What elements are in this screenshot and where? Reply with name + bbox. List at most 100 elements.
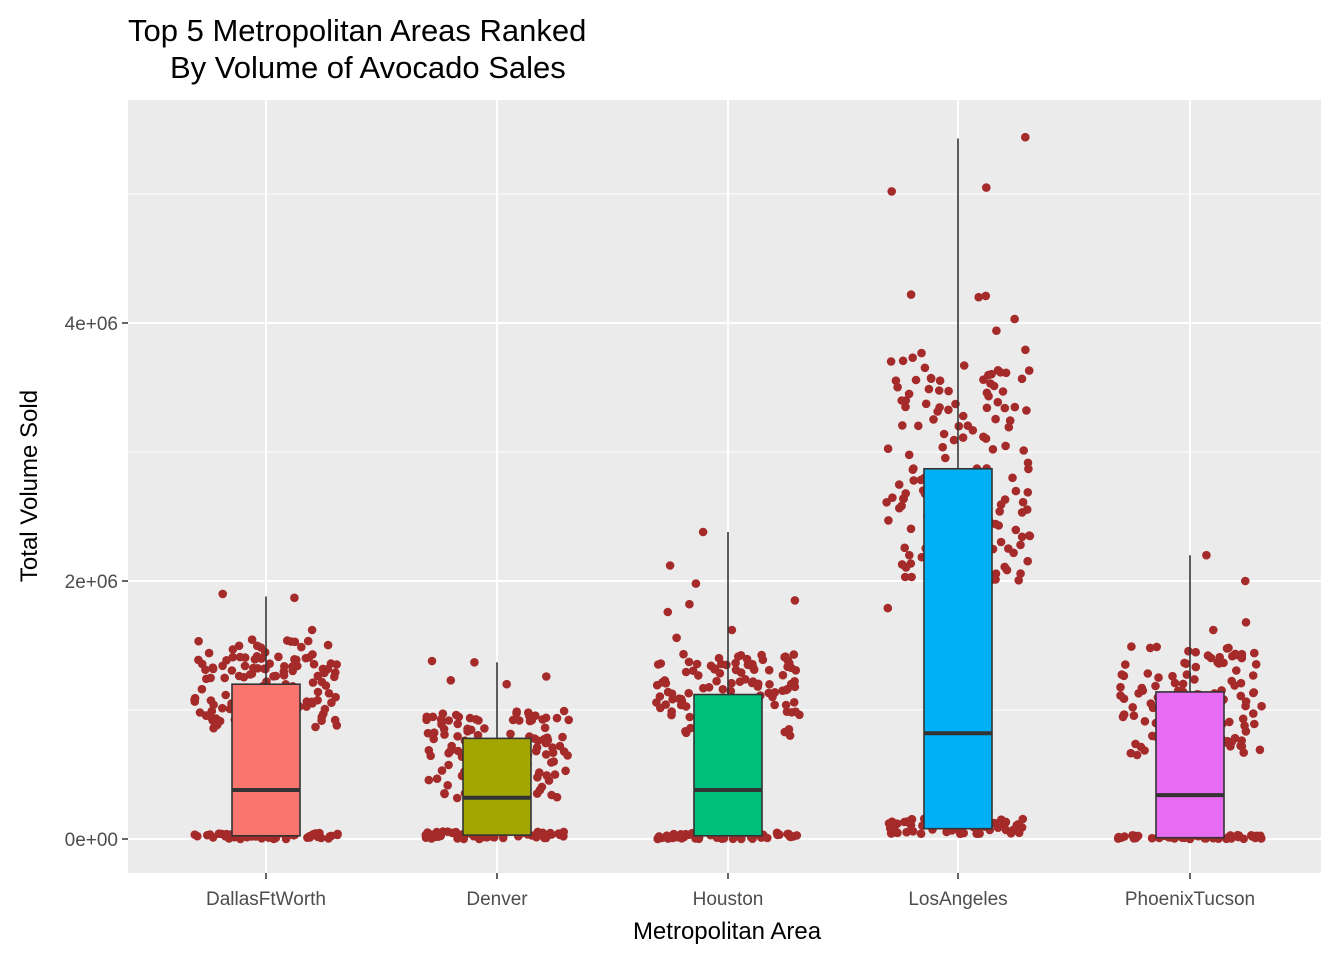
jitter-point bbox=[221, 690, 230, 700]
jitter-point bbox=[789, 650, 799, 659]
jitter-point bbox=[436, 831, 446, 841]
jitter-point bbox=[1116, 691, 1125, 700]
jitter-point bbox=[1257, 701, 1266, 711]
jitter-point bbox=[1009, 548, 1018, 558]
jitter-point bbox=[1011, 486, 1021, 496]
jitter-point bbox=[979, 432, 988, 442]
jitter-point bbox=[1233, 830, 1242, 840]
jitter-point bbox=[884, 516, 893, 525]
jitter-point bbox=[1241, 727, 1251, 736]
jitter-point bbox=[204, 648, 214, 658]
jitter-point bbox=[252, 641, 262, 651]
jitter-point bbox=[1231, 649, 1240, 659]
jitter-point bbox=[547, 790, 556, 800]
jitter-point bbox=[900, 543, 909, 553]
jitter-point bbox=[444, 716, 454, 725]
chart-title-line-2: By Volume of Avocado Sales bbox=[170, 50, 566, 85]
jitter-point bbox=[921, 399, 931, 409]
jitter-point bbox=[290, 593, 299, 603]
jitter-point bbox=[667, 710, 676, 720]
jitter-point bbox=[1148, 703, 1158, 713]
jitter-point bbox=[1168, 671, 1177, 681]
jitter-point bbox=[206, 696, 216, 705]
jitter-point bbox=[1147, 833, 1157, 843]
jitter-point bbox=[898, 356, 908, 366]
jitter-point bbox=[906, 290, 916, 299]
jitter-point bbox=[778, 670, 788, 680]
jitter-point bbox=[473, 730, 483, 740]
jitter-point bbox=[323, 664, 333, 674]
jitter-point bbox=[561, 766, 570, 776]
jitter-point bbox=[907, 572, 916, 582]
jitter-point bbox=[541, 713, 551, 723]
jitter-point bbox=[941, 453, 950, 463]
jitter-point bbox=[790, 677, 799, 686]
jitter-point bbox=[440, 730, 449, 739]
jitter-point bbox=[540, 723, 550, 733]
jitter-point bbox=[768, 692, 777, 702]
jitter-point bbox=[1250, 648, 1259, 658]
jitter-point bbox=[1129, 711, 1139, 720]
jitter-point bbox=[530, 734, 539, 743]
y-tick-label: 0e+00 bbox=[65, 830, 118, 851]
jitter-point bbox=[1131, 833, 1141, 843]
jitter-point bbox=[674, 694, 684, 703]
jitter-point bbox=[944, 386, 953, 396]
jitter-point bbox=[424, 775, 434, 785]
jitter-point bbox=[197, 684, 207, 694]
jitter-point bbox=[206, 673, 215, 683]
jitter-point bbox=[1116, 682, 1125, 692]
jitter-point bbox=[770, 700, 779, 710]
jitter-point bbox=[1010, 402, 1020, 412]
jitter-point bbox=[317, 716, 326, 725]
jitter-point bbox=[663, 687, 673, 697]
jitter-point bbox=[558, 732, 567, 742]
jitter-point bbox=[236, 834, 245, 844]
x-tick-label: DallasFtWorth bbox=[206, 889, 326, 910]
jitter-point bbox=[234, 641, 244, 651]
jitter-point bbox=[446, 746, 455, 756]
jitter-point bbox=[959, 361, 969, 370]
jitter-point bbox=[307, 625, 317, 635]
jitter-point bbox=[718, 685, 728, 694]
x-tick-label: PhoenixTucson bbox=[1125, 889, 1255, 910]
jitter-point bbox=[882, 498, 891, 507]
jitter-point bbox=[998, 387, 1008, 396]
jitter-point bbox=[741, 675, 750, 684]
jitter-point bbox=[208, 833, 218, 842]
box-DallasFtWorth bbox=[231, 683, 301, 837]
jitter-point bbox=[890, 824, 899, 833]
jitter-point bbox=[785, 731, 795, 740]
jitter-point bbox=[1250, 719, 1259, 729]
jitter-point bbox=[234, 671, 244, 681]
x-tick-label: Denver bbox=[466, 889, 528, 910]
box-LosAngeles bbox=[923, 467, 993, 830]
jitter-point bbox=[1230, 681, 1239, 690]
jitter-point bbox=[938, 442, 947, 452]
jitter-point bbox=[917, 348, 926, 358]
jitter-point bbox=[1170, 678, 1180, 688]
jitter-point bbox=[190, 830, 200, 839]
jitter-point bbox=[1247, 832, 1257, 841]
jitter-point bbox=[1008, 473, 1017, 483]
jitter-point bbox=[898, 421, 907, 430]
jitter-point bbox=[1022, 406, 1031, 415]
jitter-point bbox=[524, 708, 533, 717]
jitter-point bbox=[887, 817, 897, 826]
jitter-point bbox=[1222, 644, 1232, 653]
jitter-point bbox=[228, 645, 238, 654]
jitter-point bbox=[1017, 374, 1027, 384]
y-axis-title: Total Volume Sold bbox=[16, 390, 43, 582]
jitter-point bbox=[1025, 531, 1034, 540]
jitter-point bbox=[894, 480, 904, 489]
jitter-point bbox=[704, 683, 714, 692]
jitter-point bbox=[1117, 670, 1127, 679]
jitter-point bbox=[712, 676, 721, 686]
jitter-point bbox=[424, 830, 434, 839]
jitter-point bbox=[552, 713, 562, 723]
jitter-point bbox=[542, 672, 551, 681]
jitter-point bbox=[692, 659, 702, 669]
chart-title-line-1: Top 5 Metropolitan Areas Ranked bbox=[128, 13, 586, 48]
jitter-point bbox=[993, 397, 1003, 407]
